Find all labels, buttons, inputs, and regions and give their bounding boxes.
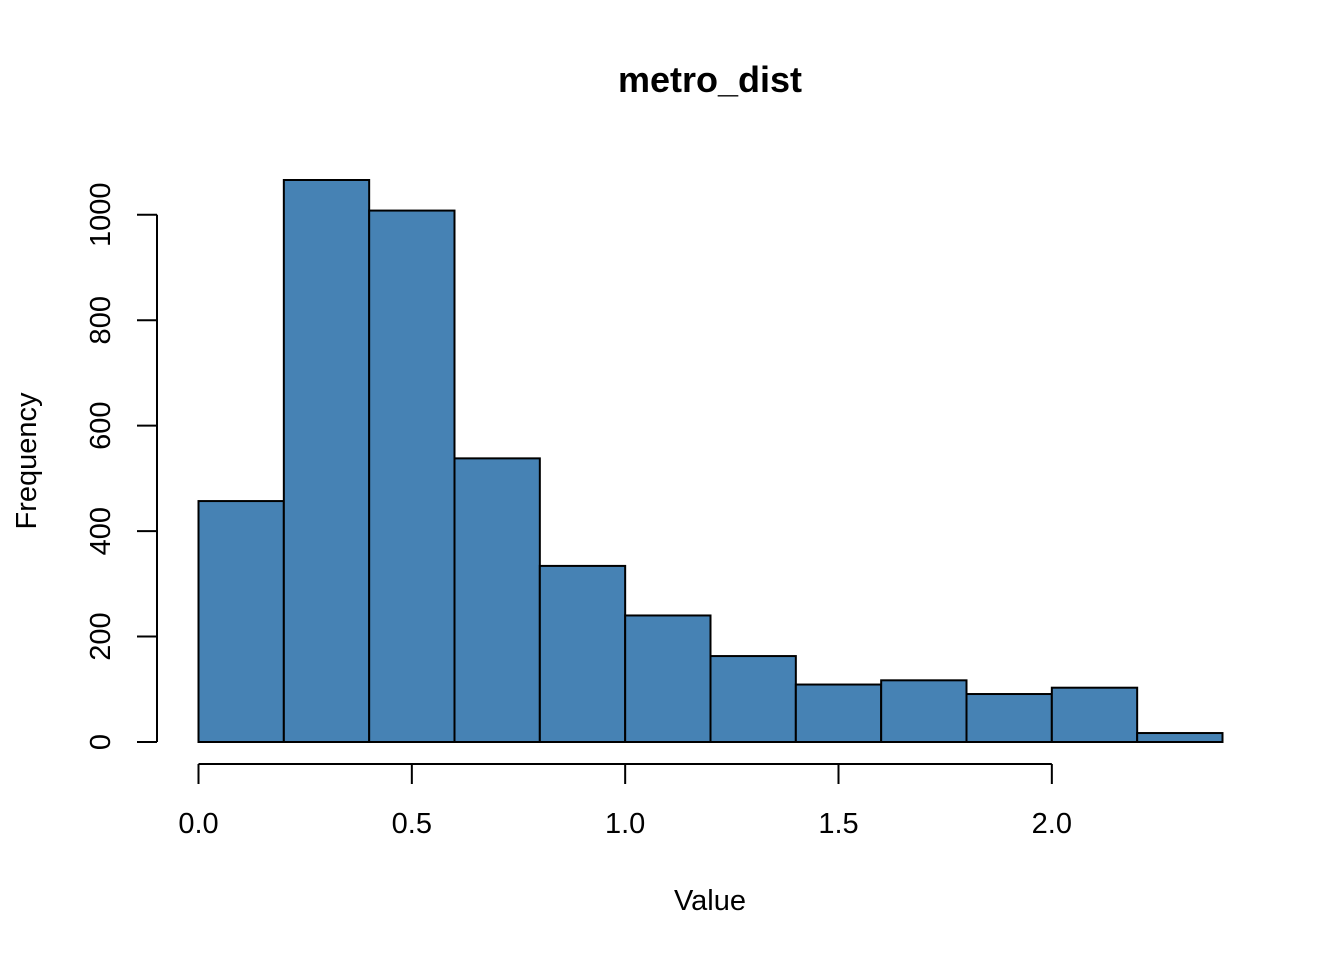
chart-title: metro_dist (618, 59, 802, 100)
y-axis-label: Frequency (11, 392, 43, 530)
y-axis: 0 200 400 600 800 1000 (85, 183, 158, 750)
histogram-bar (538, 564, 627, 743)
x-tick-label: 0.5 (392, 808, 432, 840)
y-tick-label: 400 (85, 507, 117, 555)
histogram-bar (1136, 732, 1224, 744)
y-tick-label: 0 (85, 734, 117, 750)
histogram-bar (880, 679, 968, 744)
y-tick-label: 200 (85, 612, 117, 660)
y-tick-label: 1000 (85, 183, 117, 248)
x-axis-label: Value (674, 885, 746, 917)
histogram-bar (368, 209, 456, 743)
y-tick-label: 800 (85, 296, 117, 344)
x-tick-label: 1.0 (605, 808, 645, 840)
x-tick-label: 0.0 (178, 808, 218, 840)
histogram-bar (282, 179, 371, 743)
histogram-bar (624, 614, 712, 744)
x-tick-label: 2.0 (1032, 808, 1072, 840)
histogram-bar (794, 683, 883, 744)
histogram-bar (197, 500, 285, 743)
y-tick-label: 600 (85, 401, 117, 449)
histogram-bar (453, 457, 541, 743)
x-axis: 0.0 0.5 1.0 1.5 2.0 (178, 763, 1072, 840)
histogram-bars (197, 179, 1224, 744)
histogram-bar (965, 693, 1053, 744)
histogram-bar (709, 655, 797, 744)
x-tick-label: 1.5 (818, 808, 858, 840)
histogram-bar (1050, 686, 1139, 743)
